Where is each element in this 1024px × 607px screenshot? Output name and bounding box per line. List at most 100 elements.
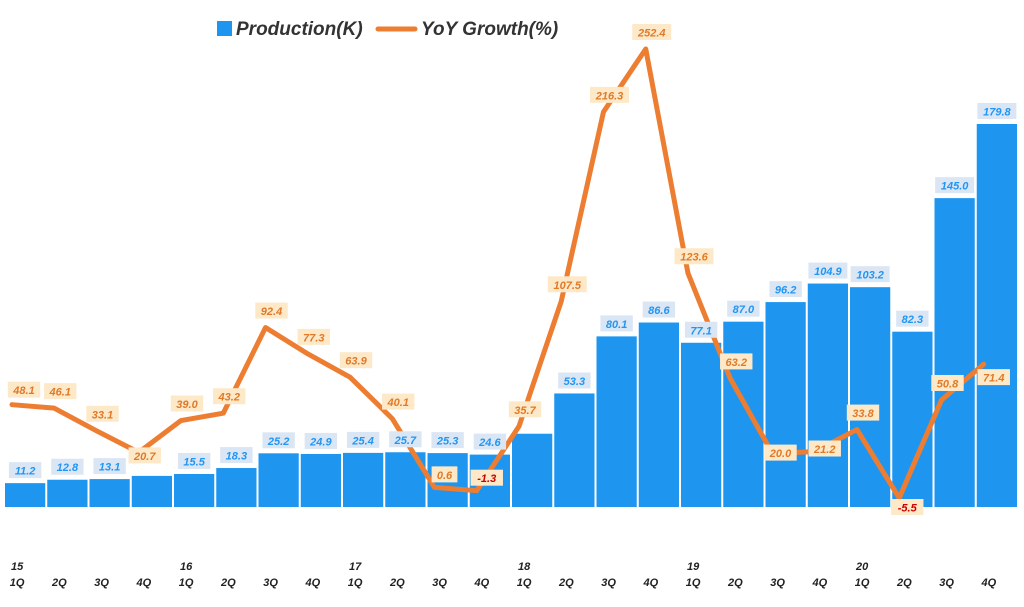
line-data-label: 216.3 bbox=[590, 86, 629, 103]
x-tick-label: 4Q bbox=[305, 577, 321, 589]
line-data-label-box bbox=[470, 469, 503, 486]
bar-data-label-box bbox=[220, 447, 253, 464]
bar-data-label-text: 25.7 bbox=[394, 435, 417, 447]
x-tick-label: 2Q bbox=[220, 577, 236, 589]
line-data-label-text: 0.6 bbox=[437, 470, 453, 482]
bar-data-label-text: 24.6 bbox=[478, 437, 501, 449]
x-tick-label: 4Q bbox=[812, 577, 828, 589]
line-data-label-box bbox=[508, 401, 542, 418]
bar-data-label-box bbox=[262, 432, 295, 449]
x-tick-label: 1Q bbox=[517, 577, 532, 589]
line-data-label-box bbox=[977, 369, 1010, 386]
line-data-label: 33.1 bbox=[86, 405, 119, 422]
bar bbox=[596, 336, 637, 507]
line-data-label: 63.9 bbox=[339, 352, 373, 369]
x-tick-label: 3Q bbox=[770, 577, 785, 589]
bar-data-label: 86.6 bbox=[642, 301, 676, 318]
line-data-label-text: -1.3 bbox=[477, 473, 496, 485]
line-data-label-text: 92.4 bbox=[261, 306, 282, 318]
x-year-label: 16 bbox=[180, 561, 193, 573]
line-data-label: 50.8 bbox=[931, 374, 964, 391]
bar-data-label-text: 15.5 bbox=[183, 456, 205, 468]
line-data-label-text: 33.8 bbox=[852, 408, 874, 420]
line-data-label-text: 107.5 bbox=[553, 280, 581, 292]
bar bbox=[131, 475, 172, 507]
legend: Production(K) YoY Growth(%) bbox=[217, 19, 558, 40]
line-data-label-text: 63.9 bbox=[345, 356, 367, 368]
legend-production-label: Production(K) bbox=[236, 19, 363, 40]
bar bbox=[765, 302, 806, 507]
line-data-label-box bbox=[431, 466, 458, 483]
bar bbox=[681, 342, 722, 507]
bar bbox=[892, 331, 933, 507]
bar-data-label: 103.2 bbox=[850, 266, 890, 283]
x-tick-label: 2Q bbox=[558, 577, 574, 589]
line-data-label-box bbox=[891, 499, 924, 515]
bar-data-label-box bbox=[473, 433, 507, 450]
line-data-label-box bbox=[339, 352, 373, 369]
bar-data-label: 82.3 bbox=[896, 310, 929, 327]
bar-data-label-box bbox=[431, 432, 464, 449]
line-data-label: 43.2 bbox=[213, 388, 246, 405]
line-data-label-box bbox=[931, 374, 964, 391]
legend-production-swatch bbox=[217, 21, 232, 36]
x-tick-label: 2Q bbox=[51, 577, 67, 589]
x-tick-label: 3Q bbox=[263, 577, 278, 589]
line-data-label-box bbox=[547, 276, 587, 293]
line-data-label-text: 123.6 bbox=[680, 252, 708, 264]
bar-data-label-box bbox=[808, 262, 848, 279]
bar-data-label-box bbox=[304, 432, 338, 449]
x-year-label: 19 bbox=[687, 561, 700, 573]
bar-data-label: 25.2 bbox=[262, 432, 295, 449]
x-year-label: 18 bbox=[518, 561, 531, 573]
x-tick-label: 4Q bbox=[643, 577, 659, 589]
x-tick-label: 4Q bbox=[981, 577, 997, 589]
bar-data-label: 24.9 bbox=[304, 432, 338, 449]
bar bbox=[216, 468, 257, 507]
bar bbox=[638, 322, 679, 507]
line-data-label: 35.7 bbox=[508, 401, 542, 418]
x-tick-label: 3Q bbox=[94, 577, 109, 589]
line-data-label-text: 252.4 bbox=[637, 28, 666, 40]
line-data-label: 92.4 bbox=[255, 302, 288, 319]
bar-data-label: 179.8 bbox=[977, 103, 1017, 119]
line-data-label-box bbox=[86, 405, 119, 422]
bar-data-label-text: 77.1 bbox=[690, 325, 711, 337]
line-data-label-text: 77.3 bbox=[303, 332, 324, 344]
line-data-label-box bbox=[44, 383, 77, 400]
line-data-label-text: 39.0 bbox=[176, 399, 198, 411]
line-data-label-text: -5.5 bbox=[898, 503, 918, 515]
bar-data-label-box bbox=[600, 315, 633, 332]
bar-data-label-box bbox=[850, 266, 890, 283]
line-data-label: -1.3 bbox=[470, 469, 503, 486]
line-data-label-box bbox=[808, 440, 841, 457]
bar-data-label-text: 25.3 bbox=[436, 436, 458, 448]
line-data-label: 40.1 bbox=[382, 393, 415, 410]
bar-data-label-text: 145.0 bbox=[941, 181, 969, 193]
bar-data-label-box bbox=[346, 431, 380, 448]
line-data-label-box bbox=[170, 395, 204, 412]
line-data-label-box bbox=[128, 447, 161, 464]
bar-data-label-box bbox=[51, 458, 84, 475]
bar-data-label: 15.5 bbox=[177, 452, 211, 469]
line-data-label: 71.4 bbox=[977, 369, 1010, 386]
bar bbox=[723, 321, 764, 507]
bar-data-label-box bbox=[769, 281, 802, 298]
bar bbox=[47, 479, 88, 507]
bar bbox=[554, 393, 595, 507]
bar-data-label-text: 87.0 bbox=[733, 304, 755, 316]
line-data-label-box bbox=[590, 86, 629, 103]
line-data-label-box bbox=[632, 24, 672, 40]
line-data-label-box bbox=[213, 388, 246, 405]
line-data-label-box bbox=[846, 404, 880, 421]
bar-data-label: 145.0 bbox=[935, 177, 975, 194]
x-tick-label: 4Q bbox=[474, 577, 490, 589]
x-tick-label: 1Q bbox=[348, 577, 363, 589]
bar-data-label-box bbox=[177, 452, 211, 469]
x-tick-label: 4Q bbox=[136, 577, 152, 589]
line-data-label-text: 33.1 bbox=[92, 409, 113, 421]
line-data-label: 20.0 bbox=[764, 444, 797, 461]
line-data-label: 63.2 bbox=[720, 353, 753, 370]
bar-data-label: 53.3 bbox=[558, 372, 591, 389]
bar-data-label-box bbox=[684, 321, 718, 338]
